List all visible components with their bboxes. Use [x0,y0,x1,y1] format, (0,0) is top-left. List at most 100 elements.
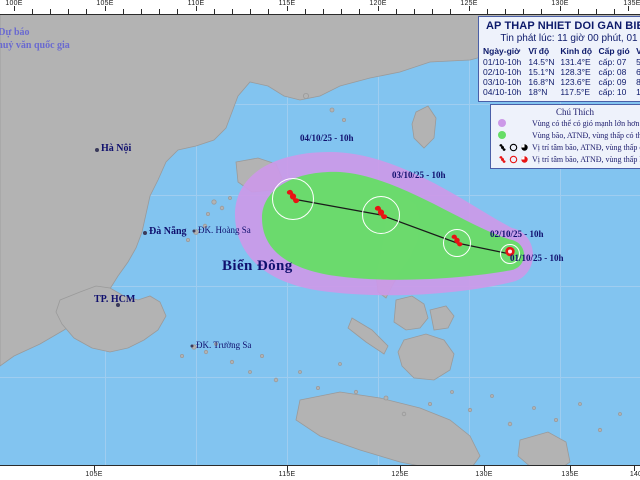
legend-item-label: Vị trí tâm bão, ATNĐ, vùng thấp h [532,154,640,164]
wind-radius-circle [362,196,400,234]
panel-title: AP THAP NHIET DOI GAN BIEN [486,20,640,32]
agency-line-1: ng tâm Dự báo [0,27,30,38]
legend-item-label: Vùng bão, ATNĐ, vùng thấp có th [532,130,640,140]
legend-title: Chú Thích [555,107,595,117]
axis-tick-label: 115E [278,471,296,478]
panel-issue-time: Tin phát lúc: 11 giờ 00 phút, 01 [500,33,638,44]
cell-latitude: 18°N [528,87,548,97]
longitude-axis-bottom: 105E 115E 125E 130E 135E 140 [0,465,640,480]
table-row: 03/10-10h 16.8°N 123.6°E cấp: 09 83 [483,77,640,87]
axis-tick-label: 110E [187,0,205,7]
cell-wind-level: cấp: 07 [598,57,627,67]
axis-tick-label: 100E [5,0,23,7]
legend-swatch [494,131,532,139]
wind-radius-circle [500,244,520,264]
cell-latitude: 15.1°N [528,67,555,77]
cell-datetime: 03/10-10h [483,77,522,87]
cell-vmax: 65 [636,67,640,77]
legend-item-storm-area: Vùng bão, ATNĐ, vùng thấp có th [494,129,640,141]
axis-tick-label: 135E [561,471,579,478]
cell-vmax: 56 [636,57,640,67]
typhoon-symbol-black-icon [499,143,506,151]
table-row: 04/10-10h 18°N 117.5°E cấp: 10 102 [483,87,640,97]
track-date-label: 02/10/25 - 10h [490,229,544,239]
axis-tick-label: 140 [629,471,640,478]
axis-tick-label: 105E [85,471,103,478]
island-label-truong-sa: ĐK. Trường Sa [196,340,252,350]
cell-wind-level: cấp: 10 [598,87,627,97]
track-date-label: 01/10/25 - 10h [510,253,564,263]
col-vmax: Vm [636,46,640,56]
cell-longitude: 128.3°E [560,67,591,77]
cell-longitude: 123.6°E [560,77,591,87]
forecast-table: Ngày-giờ Vĩ độ Kinh độ Cấp gió Vm 01/10-… [483,46,640,97]
legend-item-label: Vị trí tâm bão, ATNĐ, vùng thấp ở [532,142,640,152]
table-row: 02/10-10h 15.1°N 128.3°E cấp: 08 65 [483,67,640,77]
axis-tick-label: 125E [460,0,478,7]
col-latitude: Vĩ độ [528,46,550,56]
typhoon-symbol-red-icon [499,155,506,163]
axis-tick-label: 125E [391,471,409,478]
open-circle-black-icon [509,143,518,151]
cell-longitude: 117.5°E [560,87,591,97]
green-dot-icon [498,131,506,139]
legend-item-label: Vùng có thể có gió mạnh lớn hơn c [532,118,640,128]
cell-longitude: 131.4°E [560,57,591,67]
city-label-da-nang: Đà Nẵng [149,226,187,237]
col-wind-level: Cấp gió [598,46,630,56]
city-marker-dot [143,231,147,235]
cell-vmax: 102 [636,87,640,97]
table-header-row: Ngày-giờ Vĩ độ Kinh độ Cấp gió Vm [483,46,640,57]
legend-item-strong-wind-area: Vùng có thể có gió mạnh lớn hơn c [494,117,640,129]
graticule-line [196,0,197,480]
half-filled-circle-black-icon [521,143,528,151]
city-marker-dot [116,303,120,307]
cell-latitude: 16.8°N [528,77,555,87]
typhoon-symbol-icon [372,204,390,227]
axis-tick-label: 105E [96,0,114,7]
city-label-ha-noi: Hà Nội [101,143,132,154]
axis-tick-label: 130E [551,0,569,7]
legend-item-past-center: Vị trí tâm bão, ATNĐ, vùng thấp ở [494,141,640,153]
legend-swatch [494,155,532,164]
island-marker-dot [190,344,194,348]
track-date-label: 04/10/25 - 10h [300,133,354,143]
axis-tick-label: 130E [475,471,493,478]
cell-vmax: 83 [636,77,640,87]
sea-name-label: Biển Đông [222,258,293,274]
cell-wind-level: cấp: 09 [598,77,627,87]
longitude-axis-top: 100E 105E 110E 115E 120E 125E 130E 135E [0,0,640,15]
cell-datetime: 04/10-10h [483,87,522,97]
island-marker-dot [192,229,196,233]
tropical-depression-symbol-icon [503,245,517,264]
half-filled-circle-red-icon [521,155,528,163]
island-label-hoang-sa: ĐK. Hoàng Sa [198,225,251,235]
map-legend: Chú Thích Vùng có thể có gió mạnh lớn hơ… [490,104,640,169]
graticule-line [560,0,561,480]
city-marker-dot [95,148,99,152]
axis-tick-label: 115E [278,0,296,7]
track-date-label: 03/10/25 - 10h [392,170,446,180]
legend-swatch [494,143,532,152]
legend-swatch [494,119,532,127]
graticule-line [0,377,640,378]
purple-dot-icon [498,119,506,127]
col-longitude: Kinh độ [560,46,593,56]
axis-tick-label: 135E [623,0,640,7]
wind-radius-circle [443,229,471,257]
graticule-line [0,104,640,105]
typhoon-symbol-icon [449,233,465,254]
cell-latitude: 14.5°N [528,57,555,67]
open-circle-red-icon [509,155,518,163]
axis-tick-label: 120E [369,0,387,7]
col-datetime: Ngày-giờ [483,46,521,56]
city-label-tp-hcm: TP. HCM [94,294,136,305]
forecast-info-panel: AP THAP NHIET DOI GAN BIEN Tin phát lúc:… [478,16,640,102]
table-row: 01/10-10h 14.5°N 131.4°E cấp: 07 56 [483,57,640,67]
cell-wind-level: cấp: 08 [598,67,627,77]
cell-datetime: 02/10-10h [483,67,522,77]
legend-item-forecast-center: Vị trí tâm bão, ATNĐ, vùng thấp h [494,153,640,165]
agency-line-2: tượng thuỷ văn quốc gia [0,40,70,51]
agency-attribution: ng tâm Dự báo tượng thuỷ văn quốc gia [0,26,70,52]
